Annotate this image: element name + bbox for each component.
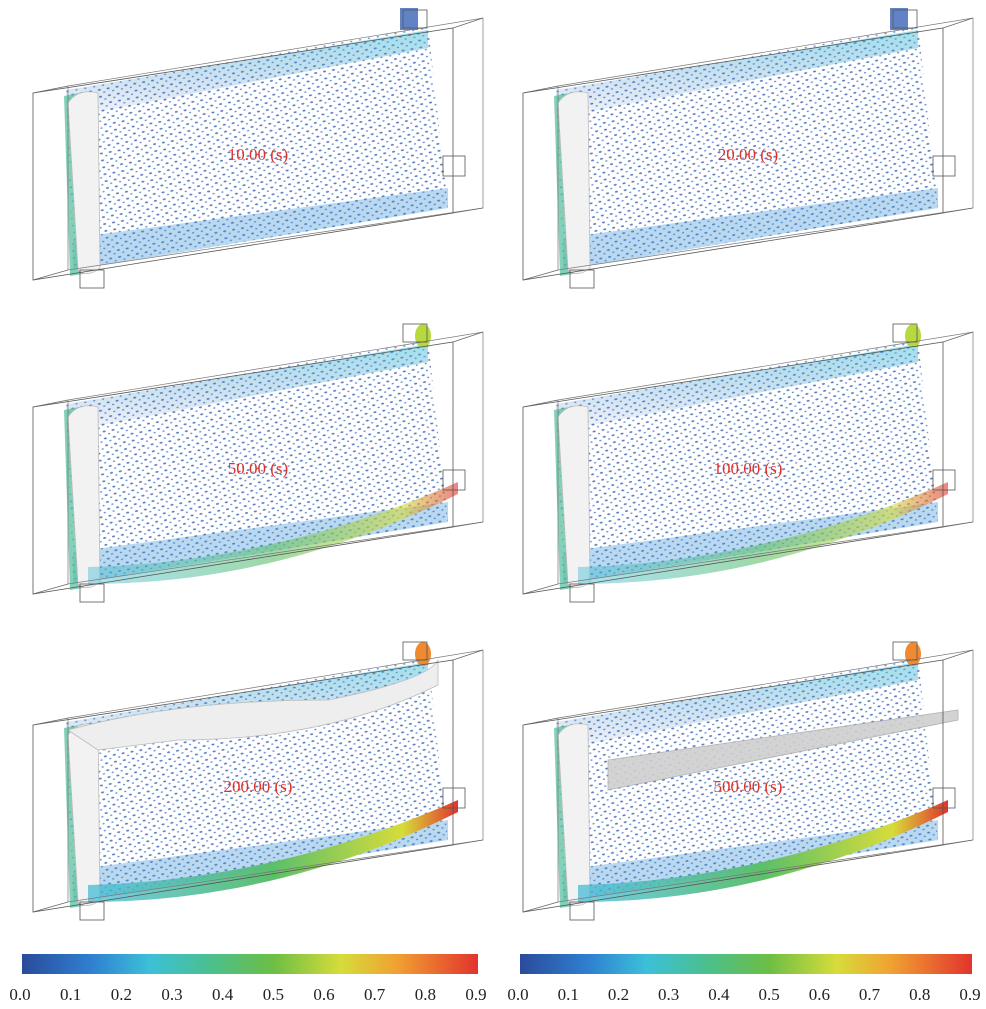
box-edge — [523, 400, 558, 407]
box-edge — [453, 650, 483, 660]
box-edge — [523, 86, 558, 93]
colorbar-tick-label: 0.4 — [212, 985, 234, 1004]
side-outlet-box — [443, 156, 465, 176]
colorbar-tick-label: 0.4 — [708, 985, 730, 1004]
box-edge — [943, 208, 973, 213]
colorbar — [520, 954, 972, 974]
top-outlet — [415, 642, 431, 666]
colorbar-tick-label: 0.3 — [658, 985, 679, 1004]
colorbar-tick-label: 0.8 — [415, 985, 436, 1004]
box-edge — [453, 18, 483, 28]
colorbar-tick-label: 0.9 — [959, 985, 980, 1004]
time-label: 10.00 (s) — [228, 145, 288, 164]
panel: 20.00 (s) — [523, 8, 973, 288]
figure: 10.00 (s) 20.00 (s) 50.00 (s) 100.00 (s) 200… — [0, 0, 986, 1009]
top-outlet — [415, 324, 431, 348]
colorbar-tick-label: 0.5 — [758, 985, 779, 1004]
colorbar — [22, 954, 478, 974]
colorbar-tick-label: 0.7 — [364, 985, 386, 1004]
box-edge — [943, 522, 973, 527]
colorbar-tick-label: 0.5 — [263, 985, 284, 1004]
colorbar-tick-label: 0.0 — [9, 985, 30, 1004]
time-label: 500.00 (s) — [714, 777, 783, 796]
colorbar-tick-label: 0.2 — [608, 985, 629, 1004]
colorbar-tick-label: 0.6 — [313, 985, 334, 1004]
box-edge — [453, 208, 483, 213]
panel: 100.00 (s) — [523, 324, 973, 602]
box-edge — [453, 522, 483, 527]
colorbar-tick-label: 0.7 — [859, 985, 881, 1004]
colorbar-tick-label: 0.0 — [507, 985, 528, 1004]
box-edge — [453, 840, 483, 845]
panel: 200.00 (s) — [33, 642, 483, 920]
colorbar-tick-label: 0.2 — [111, 985, 132, 1004]
time-label: 100.00 (s) — [714, 459, 783, 478]
box-edge — [523, 718, 558, 725]
time-label: 200.00 (s) — [224, 777, 293, 796]
colorbar-tick-label: 0.6 — [809, 985, 830, 1004]
top-outlet — [905, 642, 921, 666]
colorbar-tick-label: 0.1 — [60, 985, 81, 1004]
box-edge — [943, 650, 973, 660]
top-outlet — [905, 324, 921, 348]
time-label: 20.00 (s) — [718, 145, 778, 164]
box-edge — [943, 18, 973, 28]
box-edge — [943, 332, 973, 342]
side-outlet-box — [933, 156, 955, 176]
colorbar-tick-label: 0.9 — [465, 985, 486, 1004]
box-edge — [33, 400, 68, 407]
panel: 50.00 (s) — [33, 324, 483, 602]
panel: 500.00 (s) — [523, 642, 973, 920]
time-label: 50.00 (s) — [228, 459, 288, 478]
box-edge — [33, 86, 68, 93]
page: 10.00 (s) 20.00 (s) 50.00 (s) 100.00 (s) 200… — [0, 0, 986, 1009]
panel: 10.00 (s) — [33, 8, 483, 288]
colorbar-tick-label: 0.3 — [161, 985, 182, 1004]
colorbar-tick-label: 0.1 — [558, 985, 579, 1004]
colorbar-tick-label: 0.8 — [909, 985, 930, 1004]
box-edge — [33, 718, 68, 725]
box-edge — [453, 332, 483, 342]
box-edge — [943, 840, 973, 845]
